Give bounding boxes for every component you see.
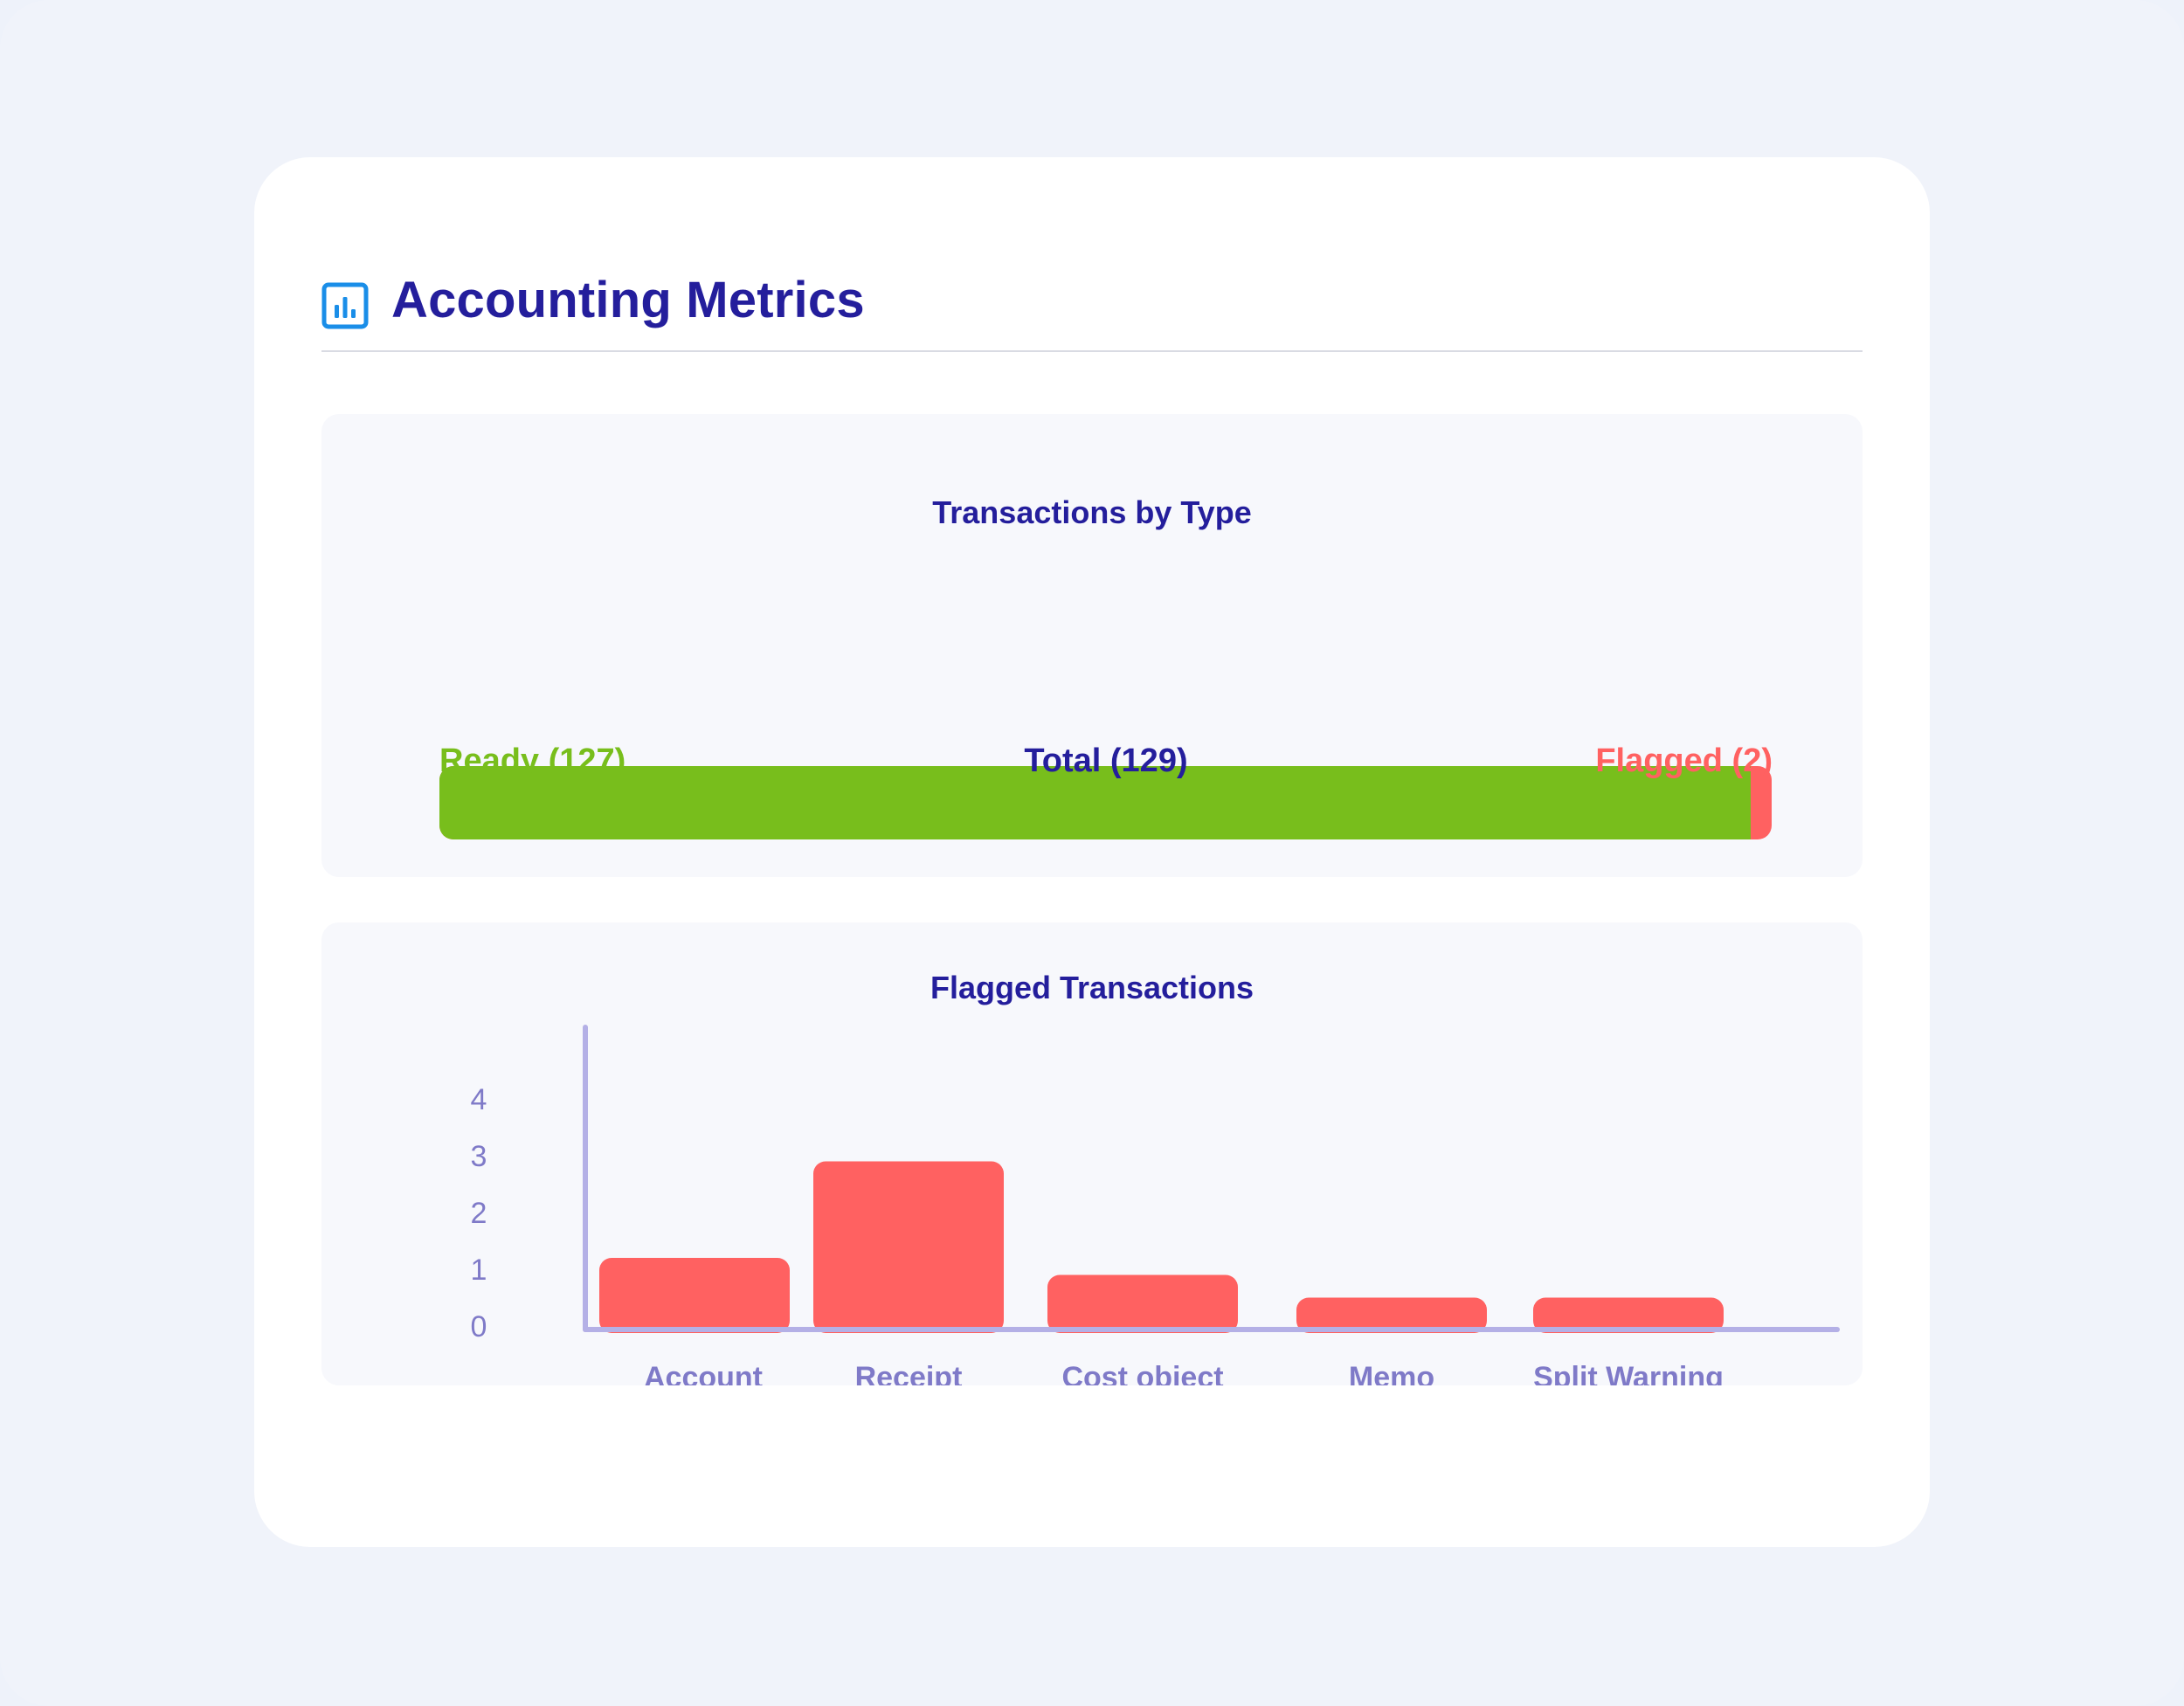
total-count-label: Total (129) (321, 742, 1863, 780)
bar-memo (1296, 1297, 1487, 1333)
y-tick-label: 4 (471, 1083, 487, 1116)
bar-cost-object (1047, 1274, 1238, 1333)
metrics-card: Accounting Metrics Transactions by Type … (254, 157, 1930, 1547)
bar-chart-icon (321, 282, 369, 329)
y-tick-label: 2 (471, 1197, 487, 1230)
x-tick-label: Memo (1349, 1361, 1434, 1385)
x-tick-label: Cost object (1061, 1361, 1223, 1385)
y-tick-label: 1 (471, 1254, 487, 1287)
header-divider (321, 350, 1863, 352)
flagged-transactions-title: Flagged Transactions (930, 970, 1254, 1005)
flagged-count-label: Flagged (2) (1595, 742, 1773, 779)
transactions-progress-bar (439, 766, 1772, 839)
flagged-transactions-panel: Flagged Transactions 0 1 2 3 4 Account Receipt… (321, 922, 1863, 1385)
page-title: Accounting Metrics (391, 271, 865, 328)
y-tick-label: 3 (471, 1140, 487, 1173)
bar-account (599, 1258, 790, 1333)
x-tick-label: Split Warning (1533, 1361, 1724, 1385)
bar-split-warning (1533, 1297, 1724, 1333)
total-count-text: Total (129) (1024, 742, 1188, 779)
x-tick-label: Account (644, 1361, 763, 1385)
x-tick-label: Receipt (855, 1361, 963, 1385)
bar-receipt (813, 1161, 1004, 1333)
transactions-by-type-title: Transactions by Type (932, 494, 1252, 530)
transactions-by-type-panel: Transactions by Type Ready (127) Total (… (321, 414, 1863, 877)
flagged-transactions-chart: 0 1 2 3 4 Account Receipt Cost object Memo Split … (471, 1025, 1840, 1385)
ready-progress-fill (439, 766, 1752, 839)
card-header: Accounting Metrics (321, 252, 1863, 348)
ready-count-label: Ready (127) (439, 742, 626, 779)
y-tick-label: 0 (471, 1310, 487, 1343)
